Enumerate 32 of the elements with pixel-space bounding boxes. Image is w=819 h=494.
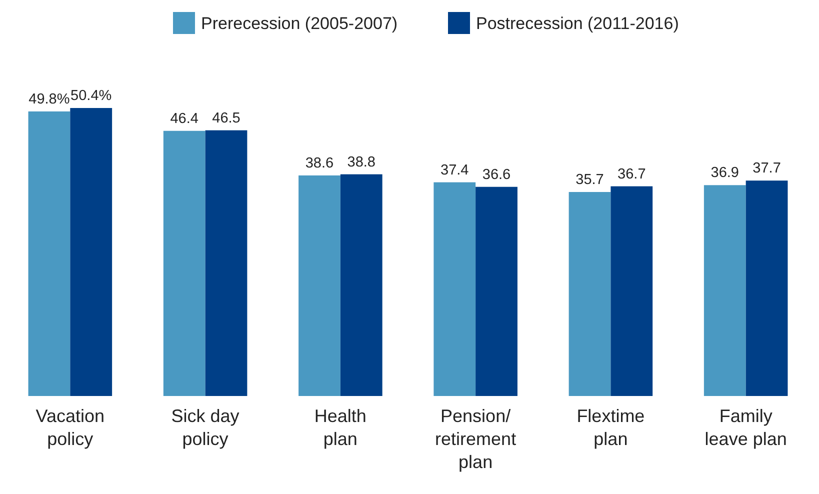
bar <box>163 130 206 396</box>
bar <box>568 192 611 396</box>
data-label: 37.4 <box>440 162 469 178</box>
data-label: 46.4 <box>170 110 198 127</box>
data-label: 36.9 <box>710 165 740 182</box>
bar <box>704 185 746 396</box>
x-tick-label: Family leave plan <box>704 406 787 449</box>
data-label: 38.6 <box>305 155 334 172</box>
x-tick-label: Pension/ retirement plan <box>435 406 516 472</box>
data-label: 36.6 <box>482 166 511 183</box>
x-tick-label: Flextime plan <box>576 406 645 449</box>
data-label: 38.8 <box>347 154 376 170</box>
data-label: 46.5 <box>212 110 240 126</box>
data-label: 36.7 <box>618 166 646 182</box>
bar <box>746 180 788 396</box>
bar <box>476 186 518 396</box>
data-label: 35.7 <box>576 172 604 188</box>
x-tick-label: Health plan <box>314 406 366 449</box>
bar <box>28 111 70 396</box>
bar <box>205 130 248 396</box>
data-label: 37.7 <box>752 160 781 177</box>
bar <box>434 182 476 396</box>
bar <box>70 108 112 396</box>
bar <box>610 186 653 396</box>
data-label: 50.4% <box>70 88 112 104</box>
x-tick-label: Sick day policy <box>171 406 240 449</box>
bar <box>298 175 340 396</box>
x-tick-label: Vacation policy <box>36 406 105 449</box>
legend-label: Postrecession (2011-2016) <box>476 14 679 33</box>
legend-label: Prerecession (2005-2007) <box>201 14 398 33</box>
bar <box>340 174 382 396</box>
data-label: 49.8% <box>28 91 70 108</box>
